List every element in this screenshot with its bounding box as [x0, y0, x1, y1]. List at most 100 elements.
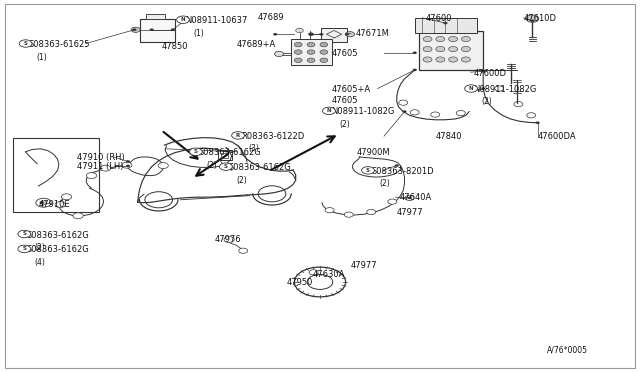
Text: 47605: 47605	[332, 49, 358, 58]
Circle shape	[346, 32, 355, 37]
Bar	[291, 39, 332, 65]
Circle shape	[388, 199, 397, 204]
Text: 47605+A: 47605+A	[332, 85, 371, 94]
Text: 47600: 47600	[426, 14, 452, 23]
Text: 47630A: 47630A	[312, 270, 345, 279]
Circle shape	[294, 58, 302, 62]
Text: 47840: 47840	[435, 132, 461, 141]
Circle shape	[294, 42, 302, 47]
Circle shape	[132, 29, 136, 31]
Circle shape	[232, 132, 244, 139]
Bar	[419, 31, 483, 70]
Circle shape	[224, 237, 234, 243]
Circle shape	[55, 202, 65, 208]
Text: (4): (4)	[35, 258, 45, 267]
Circle shape	[320, 58, 328, 62]
Circle shape	[320, 42, 328, 47]
Text: 47600D: 47600D	[474, 69, 507, 78]
Text: 47910 (RH): 47910 (RH)	[77, 153, 125, 162]
Circle shape	[461, 46, 470, 52]
Text: S08363-6162G: S08363-6162G	[198, 148, 261, 157]
Text: S: S	[24, 41, 28, 46]
Circle shape	[436, 46, 445, 52]
Circle shape	[536, 122, 540, 124]
Text: 47689+A: 47689+A	[237, 40, 276, 49]
Circle shape	[362, 167, 374, 174]
Text: N: N	[468, 86, 474, 91]
Text: 47671M: 47671M	[355, 29, 389, 38]
Circle shape	[405, 195, 414, 201]
Text: 47600DA: 47600DA	[538, 132, 576, 141]
Circle shape	[461, 57, 470, 62]
Text: S: S	[194, 149, 198, 154]
Text: (1): (1)	[193, 29, 204, 38]
Circle shape	[413, 52, 417, 54]
Text: S08363-6162G: S08363-6162G	[27, 246, 90, 254]
Text: S08363-6162G: S08363-6162G	[228, 163, 291, 172]
Text: (3): (3)	[248, 144, 259, 153]
Circle shape	[344, 212, 353, 217]
Circle shape	[86, 173, 97, 179]
Text: 47640A: 47640A	[399, 193, 431, 202]
Text: 47910E: 47910E	[38, 200, 70, 209]
Text: (2): (2)	[481, 97, 492, 106]
Text: 47977: 47977	[397, 208, 424, 217]
Text: A/76*0005: A/76*0005	[547, 345, 588, 354]
Circle shape	[436, 57, 445, 62]
Circle shape	[177, 16, 189, 23]
Text: (2): (2)	[379, 179, 390, 188]
Text: S: S	[366, 168, 370, 173]
Circle shape	[423, 57, 432, 62]
Bar	[146, 14, 165, 19]
Text: (2): (2)	[236, 176, 247, 185]
Circle shape	[40, 202, 44, 204]
Circle shape	[171, 29, 175, 31]
Text: S08363-8201D: S08363-8201D	[371, 167, 434, 176]
Text: (2): (2)	[339, 120, 350, 129]
Circle shape	[423, 36, 432, 42]
Text: 47850: 47850	[161, 42, 188, 51]
Text: 47900M: 47900M	[357, 148, 391, 157]
Text: N08911-10637: N08911-10637	[186, 16, 248, 25]
Text: 47610D: 47610D	[524, 14, 557, 23]
Circle shape	[309, 270, 318, 275]
Text: 47689: 47689	[257, 13, 284, 22]
Circle shape	[18, 230, 31, 238]
Text: R: R	[236, 133, 240, 138]
Circle shape	[273, 33, 277, 35]
Circle shape	[158, 163, 168, 169]
Text: N08911-1082G: N08911-1082G	[474, 85, 537, 94]
Circle shape	[367, 209, 376, 215]
Circle shape	[449, 57, 458, 62]
Circle shape	[526, 15, 539, 22]
Text: N: N	[180, 17, 186, 22]
Circle shape	[449, 36, 458, 42]
Text: N08911-1082G: N08911-1082G	[332, 107, 395, 116]
Circle shape	[126, 165, 130, 167]
Circle shape	[481, 70, 485, 73]
Bar	[218, 150, 232, 160]
Bar	[415, 18, 477, 33]
Text: N: N	[326, 108, 332, 113]
Circle shape	[403, 110, 406, 113]
Circle shape	[444, 22, 447, 24]
Bar	[221, 153, 228, 158]
Circle shape	[307, 58, 315, 62]
Circle shape	[319, 33, 323, 35]
Text: (2): (2)	[35, 243, 45, 252]
Text: 47950: 47950	[287, 278, 313, 287]
Circle shape	[413, 69, 417, 71]
Circle shape	[307, 42, 315, 47]
Circle shape	[436, 36, 445, 42]
Circle shape	[423, 46, 432, 52]
Text: 47976: 47976	[214, 235, 241, 244]
Text: (1): (1)	[36, 53, 47, 62]
Circle shape	[408, 197, 412, 199]
Circle shape	[395, 164, 399, 167]
Circle shape	[131, 27, 140, 32]
Circle shape	[275, 51, 284, 57]
Circle shape	[122, 162, 132, 168]
Circle shape	[73, 213, 83, 219]
Text: S08363-6162G: S08363-6162G	[27, 231, 90, 240]
Bar	[321, 28, 347, 42]
